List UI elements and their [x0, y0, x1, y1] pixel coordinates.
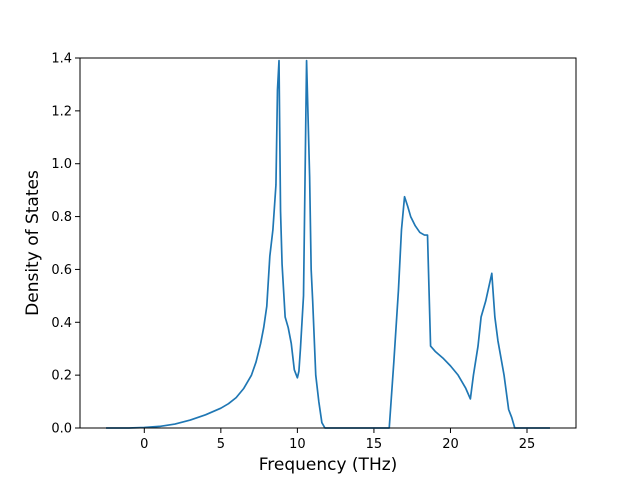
- y-tick-label: 0.6: [51, 263, 72, 278]
- y-tick-label: 0.0: [51, 422, 72, 437]
- dos-series-line: [106, 59, 550, 429]
- y-axis-label: Density of States: [23, 170, 43, 316]
- plot-area: [80, 58, 576, 428]
- x-tick-label: 15: [366, 437, 383, 452]
- x-tick-label: 20: [442, 437, 459, 452]
- x-tick-label: 10: [289, 437, 306, 452]
- data-layer: [106, 59, 550, 429]
- x-tick-label: 25: [519, 437, 536, 452]
- x-axis-label: Frequency (THz): [259, 455, 398, 475]
- y-tick-label: 0.4: [51, 316, 72, 331]
- plot-frame: [79, 57, 577, 429]
- x-tick-label: 0: [140, 437, 148, 452]
- y-tick-label: 1.2: [51, 104, 72, 119]
- y-tick-label: 1.0: [51, 157, 72, 172]
- y-tick-label: 0.2: [51, 369, 72, 384]
- ticks-layer: 0 5 10 15 20 25 0.0 0.2 0.4 0.6 0.8 1.0 1.2 1.4: [51, 52, 535, 453]
- x-tick-label: 5: [217, 437, 225, 452]
- y-tick-label: 0.8: [51, 210, 72, 225]
- y-tick-label: 1.4: [51, 52, 72, 67]
